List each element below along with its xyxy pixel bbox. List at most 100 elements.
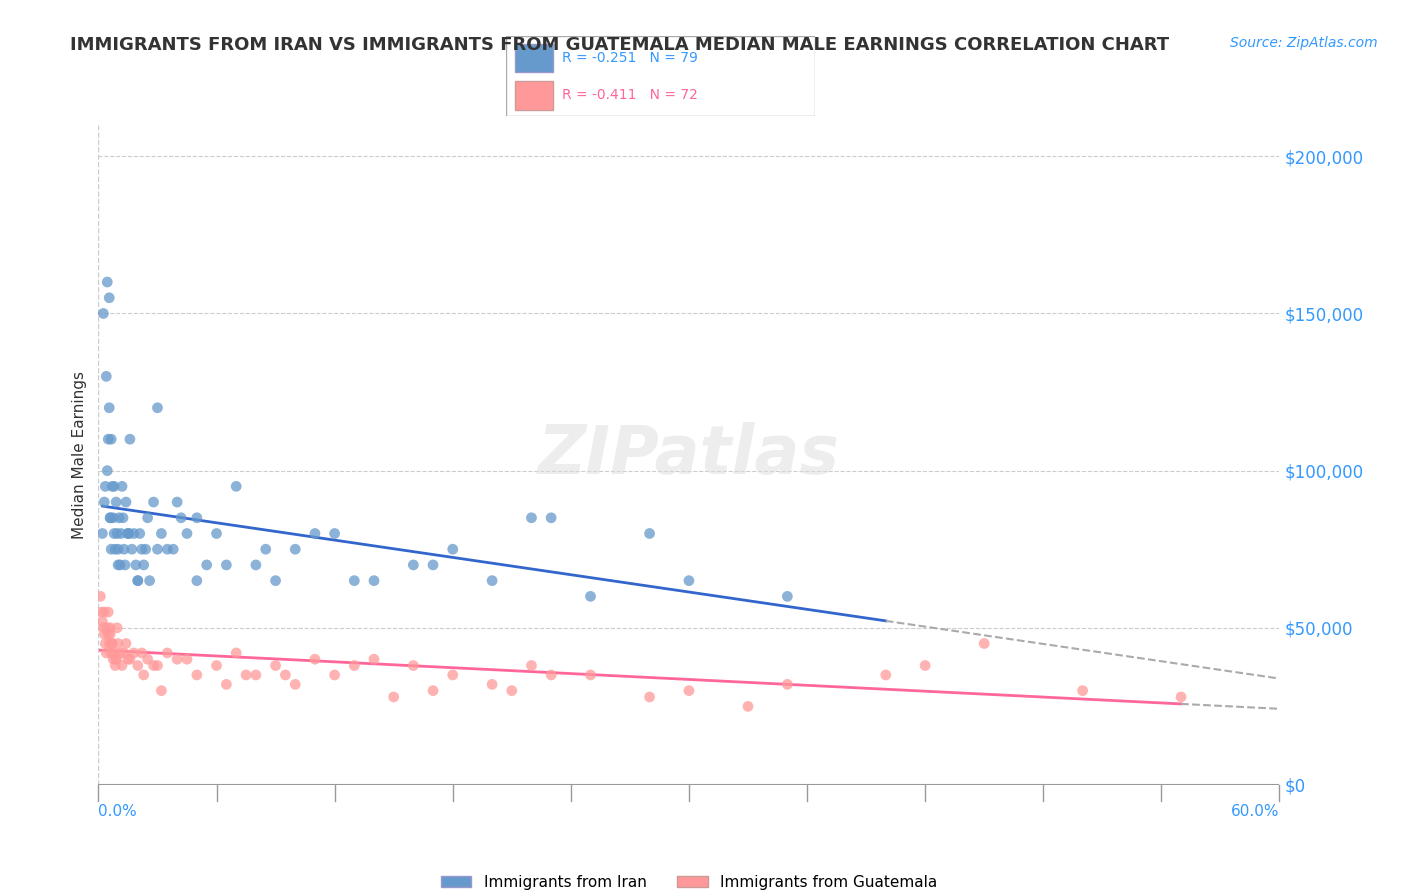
Point	[118, 432, 141, 446]
Point	[98, 510, 121, 524]
Point	[225, 479, 247, 493]
Point	[107, 636, 129, 650]
Point	[343, 658, 366, 673]
Point	[776, 590, 799, 604]
Point	[146, 658, 169, 673]
Point	[540, 668, 562, 682]
Point	[579, 590, 602, 604]
Point	[93, 605, 115, 619]
Point	[122, 526, 145, 541]
Point	[402, 658, 425, 673]
Point	[98, 636, 121, 650]
Point	[176, 652, 198, 666]
Point	[481, 574, 503, 588]
Point	[101, 479, 124, 493]
Point	[146, 401, 169, 415]
Point	[170, 510, 193, 524]
Point	[127, 574, 149, 588]
Point	[98, 621, 121, 635]
Point	[100, 646, 122, 660]
Point	[678, 574, 700, 588]
FancyBboxPatch shape	[516, 44, 553, 72]
Point	[737, 699, 759, 714]
Text: ZIPatlas: ZIPatlas	[538, 422, 839, 488]
Point	[323, 526, 346, 541]
Text: R = -0.411   N = 72: R = -0.411 N = 72	[562, 88, 697, 102]
Point	[146, 542, 169, 557]
Point	[115, 636, 138, 650]
Legend: Immigrants from Iran, Immigrants from Guatemala: Immigrants from Iran, Immigrants from Gu…	[434, 869, 943, 892]
Point	[441, 542, 464, 557]
Point	[235, 668, 257, 682]
Point	[105, 621, 128, 635]
Point	[96, 646, 118, 660]
Point	[98, 401, 121, 415]
Point	[108, 646, 131, 660]
Point	[105, 526, 128, 541]
Point	[254, 542, 277, 557]
Point	[215, 558, 238, 572]
Point	[363, 652, 385, 666]
Point	[107, 558, 129, 572]
Point	[93, 627, 115, 641]
Point	[112, 542, 135, 557]
Point	[97, 432, 120, 446]
Point	[103, 652, 125, 666]
Point	[1170, 690, 1192, 704]
FancyBboxPatch shape	[516, 81, 553, 110]
Point	[128, 526, 150, 541]
Point	[98, 291, 121, 305]
Point	[94, 636, 117, 650]
Point	[135, 542, 157, 557]
Point	[382, 690, 405, 704]
Point	[104, 658, 127, 673]
Point	[245, 668, 267, 682]
Point	[103, 646, 125, 660]
Point	[103, 510, 125, 524]
Point	[104, 542, 127, 557]
Point	[97, 605, 120, 619]
Text: 60.0%: 60.0%	[1232, 805, 1279, 819]
Point	[101, 636, 124, 650]
Point	[114, 558, 136, 572]
Point	[112, 510, 135, 524]
Point	[136, 510, 159, 524]
Point	[110, 526, 132, 541]
Point	[441, 668, 464, 682]
Text: IMMIGRANTS FROM IRAN VS IMMIGRANTS FROM GUATEMALA MEDIAN MALE EARNINGS CORRELATI: IMMIGRANTS FROM IRAN VS IMMIGRANTS FROM …	[70, 36, 1170, 54]
Point	[93, 621, 115, 635]
Point	[481, 677, 503, 691]
Point	[105, 495, 128, 509]
Point	[284, 677, 307, 691]
Point	[304, 652, 326, 666]
Point	[131, 542, 153, 557]
Point	[96, 275, 118, 289]
Point	[363, 574, 385, 588]
Point	[111, 658, 134, 673]
Point	[111, 479, 134, 493]
Point	[94, 479, 117, 493]
Point	[96, 621, 118, 635]
Point	[98, 627, 121, 641]
Point	[108, 558, 131, 572]
Point	[162, 542, 184, 557]
Point	[678, 683, 700, 698]
Point	[150, 526, 173, 541]
Point	[156, 646, 179, 660]
Point	[118, 652, 141, 666]
Point	[638, 690, 661, 704]
Point	[520, 658, 543, 673]
Point	[89, 590, 111, 604]
Point	[117, 526, 139, 541]
Point	[121, 542, 143, 557]
Point	[122, 646, 145, 660]
Point	[136, 652, 159, 666]
Point	[402, 558, 425, 572]
Point	[132, 558, 155, 572]
Point	[105, 652, 128, 666]
Point	[343, 574, 366, 588]
Point	[107, 542, 129, 557]
Point	[1071, 683, 1094, 698]
Point	[176, 526, 198, 541]
Point	[215, 677, 238, 691]
